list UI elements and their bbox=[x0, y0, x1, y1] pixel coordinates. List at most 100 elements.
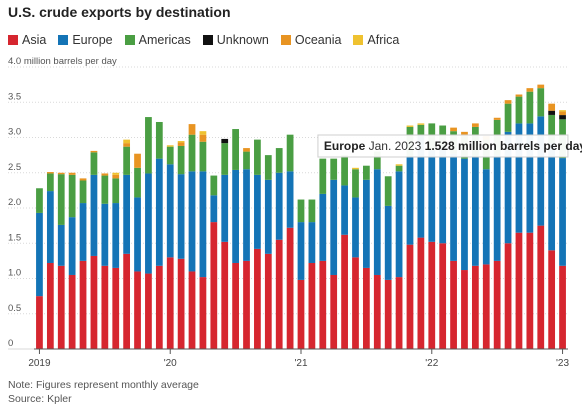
bar-segment-europe bbox=[406, 156, 414, 245]
bar-segment-asia bbox=[373, 274, 381, 349]
bar-segment-oceania bbox=[471, 123, 479, 127]
legend-label: Africa bbox=[367, 33, 400, 47]
bar-stack[interactable] bbox=[406, 125, 414, 349]
bar-stack[interactable] bbox=[177, 141, 185, 349]
bar-segment-europe bbox=[493, 155, 501, 261]
bar-stacks bbox=[36, 84, 566, 350]
bar-stack[interactable] bbox=[155, 121, 163, 349]
bar-stack[interactable] bbox=[384, 176, 392, 349]
bar-segment-americas bbox=[36, 188, 43, 213]
bar-segment-americas bbox=[123, 146, 131, 175]
bar-segment-asia bbox=[450, 260, 457, 350]
bar-stack[interactable] bbox=[395, 164, 403, 349]
bar-segment-europe bbox=[275, 172, 283, 240]
x-tick-label: '22 bbox=[425, 358, 438, 369]
legend-item-oceania: Oceania bbox=[280, 33, 341, 47]
bar-stack[interactable] bbox=[123, 139, 131, 349]
bar-stack[interactable] bbox=[297, 199, 305, 349]
bar-stack[interactable] bbox=[352, 167, 359, 349]
bar-segment-europe bbox=[471, 156, 479, 266]
chart-title: U.S. crude exports by destination bbox=[8, 4, 231, 20]
bar-stack[interactable] bbox=[450, 127, 457, 350]
bar-stack[interactable] bbox=[134, 153, 141, 349]
bar-stack[interactable] bbox=[537, 84, 545, 350]
bar-segment-americas bbox=[373, 151, 381, 170]
bar-segment-europe bbox=[112, 203, 120, 268]
bar-stack[interactable] bbox=[515, 94, 523, 350]
bar-segment-asia bbox=[471, 265, 479, 349]
legend-swatch bbox=[202, 35, 213, 45]
bar-stack[interactable] bbox=[68, 172, 76, 349]
bar-segment-europe bbox=[188, 171, 196, 272]
bar-segment-europe bbox=[155, 158, 163, 266]
bar-segment-europe bbox=[199, 171, 207, 278]
bar-segment-americas bbox=[341, 155, 348, 186]
bar-segment-asia bbox=[57, 265, 65, 349]
bar-stack[interactable] bbox=[90, 150, 98, 349]
bar-segment-oceania bbox=[112, 174, 120, 179]
bar-stack[interactable] bbox=[526, 88, 534, 349]
bar-segment-americas bbox=[188, 134, 196, 172]
bar-stack[interactable] bbox=[308, 199, 316, 349]
bar-stack[interactable] bbox=[101, 173, 109, 349]
bar-stack[interactable] bbox=[417, 123, 425, 349]
chart-plot[interactable]: 0 0.5 1.0 1.5 2.0 2.5 3.0 3.5 4.0 million barrel… bbox=[0, 0, 582, 372]
bar-stack[interactable] bbox=[341, 155, 348, 349]
tooltip-text: Europe Jan. 2023 1.528 million barrels p… bbox=[324, 139, 582, 153]
bar-stack[interactable] bbox=[319, 158, 327, 350]
bar-segment-americas bbox=[155, 121, 163, 159]
bar-stack[interactable] bbox=[504, 100, 512, 349]
bar-stack[interactable] bbox=[461, 131, 468, 349]
legend-label: Europe bbox=[72, 33, 113, 47]
bar-segment-americas bbox=[145, 117, 152, 174]
bar-segment-americas bbox=[384, 176, 392, 206]
bar-segment-americas bbox=[363, 165, 370, 180]
bar-segment-asia bbox=[177, 258, 185, 349]
bar-stack[interactable] bbox=[210, 175, 218, 349]
bar-segment-unknown bbox=[559, 115, 566, 120]
bar-segment-africa bbox=[559, 110, 566, 112]
bar-stack[interactable] bbox=[188, 124, 196, 349]
bar-stack[interactable] bbox=[199, 131, 207, 349]
bar-stack[interactable] bbox=[166, 145, 174, 349]
bar-segment-asia bbox=[363, 267, 370, 349]
bar-segment-asia bbox=[461, 270, 468, 349]
bar-stack[interactable] bbox=[363, 165, 370, 349]
bar-stack[interactable] bbox=[145, 117, 152, 349]
legend-item-americas: Americas bbox=[124, 33, 191, 47]
y-tick-label: 1.0 bbox=[8, 268, 21, 279]
bar-segment-oceania bbox=[46, 172, 54, 174]
bar-segment-europe bbox=[482, 169, 490, 265]
bar-stack[interactable] bbox=[286, 134, 294, 349]
bar-stack[interactable] bbox=[275, 148, 283, 349]
y-tick-label: 0 bbox=[8, 338, 13, 349]
bar-stack[interactable] bbox=[264, 155, 272, 349]
bar-stack[interactable] bbox=[243, 148, 250, 350]
bar-segment-europe bbox=[450, 153, 457, 261]
bar-stack[interactable] bbox=[79, 178, 87, 350]
bar-stack[interactable] bbox=[112, 172, 120, 349]
bar-stack[interactable] bbox=[439, 125, 447, 349]
bar-stack[interactable] bbox=[36, 188, 43, 350]
bar-stack[interactable] bbox=[373, 151, 381, 349]
bar-segment-asia bbox=[101, 265, 109, 349]
tooltip-value: 1.528 million barrels per day bbox=[425, 139, 582, 153]
bar-stack[interactable] bbox=[330, 158, 338, 349]
bar-segment-americas bbox=[199, 141, 207, 172]
bar-stack[interactable] bbox=[57, 172, 65, 349]
bar-segment-asia bbox=[68, 274, 76, 349]
bar-stack[interactable] bbox=[232, 129, 239, 349]
bar-stack[interactable] bbox=[254, 139, 261, 349]
bar-stack[interactable] bbox=[221, 138, 229, 349]
bar-segment-asia bbox=[384, 279, 392, 349]
bar-segment-americas bbox=[548, 114, 556, 144]
legend-label: Americas bbox=[138, 33, 191, 47]
bar-segment-asia bbox=[352, 257, 359, 349]
bar-stack[interactable] bbox=[46, 172, 54, 349]
bar-segment-africa bbox=[395, 164, 403, 166]
bar-stack[interactable] bbox=[548, 103, 556, 349]
tooltip-date: Jan. 2023 bbox=[365, 139, 424, 153]
bar-segment-americas bbox=[537, 88, 545, 117]
bar-segment-asia bbox=[90, 255, 98, 349]
bar-stack[interactable] bbox=[482, 136, 490, 349]
